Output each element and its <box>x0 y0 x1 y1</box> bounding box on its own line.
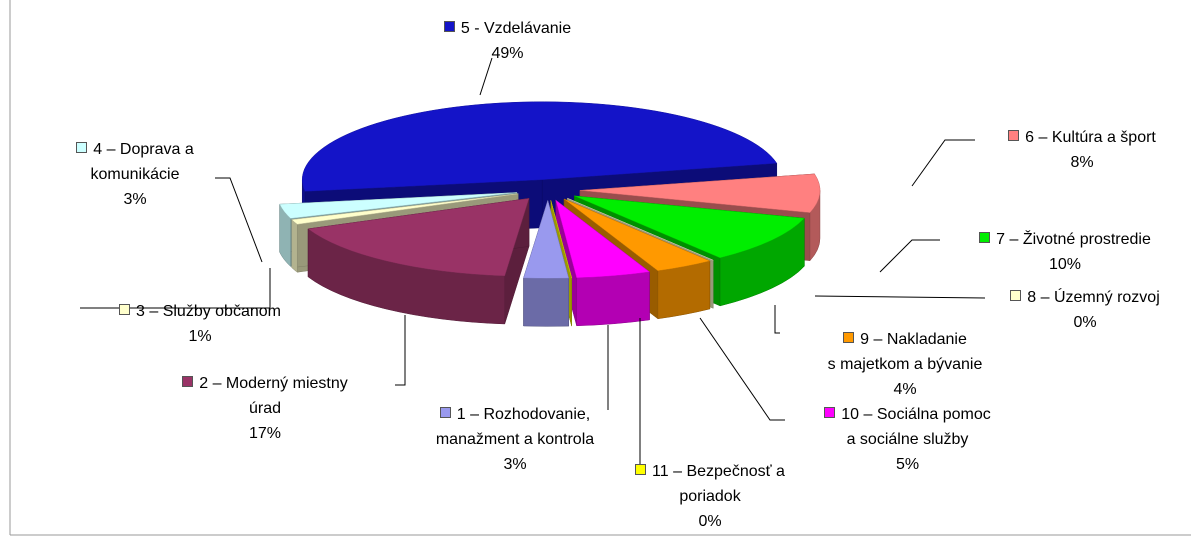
legend-swatch <box>635 464 647 475</box>
leader-line <box>699 317 785 421</box>
legend-swatch <box>439 407 451 418</box>
value-label: 3% <box>123 191 147 208</box>
category-label: 4 – Doprava a komunikácie <box>90 141 194 183</box>
slice-top <box>579 173 821 213</box>
value-label: 4% <box>893 381 917 398</box>
slice-top <box>307 198 530 277</box>
value-label: 8% <box>1070 154 1094 171</box>
category-label: 6 – Kultúra a šport <box>1025 129 1156 146</box>
slice-top <box>291 193 519 225</box>
data-label: 2 – Moderný miestny úrad 17% <box>140 371 390 446</box>
leader-line <box>879 239 940 273</box>
slice-top <box>301 101 778 192</box>
category-label: 9 – Nakladanie s majetkom a bývanie <box>827 331 983 373</box>
leader-line <box>814 295 986 299</box>
data-label: 4 – Doprava a komunikácie 3% <box>30 137 240 212</box>
leader-line <box>80 268 271 309</box>
slice-top <box>563 198 711 272</box>
slice <box>523 199 570 327</box>
data-label: 6 – Kultúra a šport 8% <box>976 125 1188 175</box>
legend-swatch <box>119 304 130 315</box>
leader-line <box>911 139 975 187</box>
leader-line <box>479 57 493 96</box>
leader-lines <box>80 57 986 475</box>
data-label: 3 – Služby občanom 1% <box>80 299 320 349</box>
data-label: 10 – Sociálna pomoc a sociálne služby 5% <box>785 402 1030 477</box>
data-label: 9 – Nakladanie s majetkom a bývanie 4% <box>780 327 1030 402</box>
value-label: 3% <box>503 456 527 473</box>
category-label: 10 – Sociálna pomoc a sociálne služby <box>841 406 991 448</box>
legend-swatch <box>76 142 88 153</box>
slice-top <box>523 199 570 279</box>
value-label: 0% <box>1073 314 1097 331</box>
category-label: 7 – Životné prostredie <box>996 231 1151 248</box>
category-label: 8 – Územný rozvoj <box>1027 289 1160 306</box>
category-label: 3 – Služby občanom <box>136 303 281 320</box>
category-label: 11 – Bezpečnosť a poriadok <box>652 463 785 505</box>
legend-swatch <box>979 232 991 243</box>
legend-swatch <box>843 332 855 343</box>
data-label: 5 - Vzdelávanie 49% <box>400 16 615 66</box>
slice-top <box>574 195 805 259</box>
value-label: 1% <box>188 328 212 345</box>
data-label: 8 – Územný rozvoj 0% <box>985 285 1185 335</box>
value-label: 49% <box>491 45 524 62</box>
legend-swatch <box>1008 130 1020 141</box>
legend-swatch <box>182 376 194 387</box>
value-label: 17% <box>248 425 282 442</box>
value-label: 5% <box>895 456 920 473</box>
legend-swatch <box>443 21 455 32</box>
leader-line <box>395 315 406 386</box>
data-label: 11 – Bezpečnosť a poriadok 0% <box>595 459 825 534</box>
slice-top <box>567 198 714 261</box>
data-label: 7 – Životné prostredie 10% <box>945 227 1185 277</box>
legend-swatch <box>1010 290 1022 301</box>
data-label: 1 – Rozhodovanie, manažment a kontrola 3% <box>400 402 630 477</box>
leader-line <box>215 177 263 263</box>
value-label: 0% <box>698 513 722 530</box>
category-label: 1 – Rozhodovanie, manažment a kontrola <box>435 406 595 448</box>
slice-wall <box>523 277 569 327</box>
slice-top <box>555 199 651 279</box>
slice-wall <box>291 219 298 273</box>
value-label: 10% <box>1048 256 1082 273</box>
category-label: 5 - Vzdelávanie <box>460 20 572 37</box>
slice <box>307 198 530 325</box>
leader-line <box>774 305 780 334</box>
legend-swatch <box>824 407 836 418</box>
slice-wall <box>576 271 650 327</box>
category-label: 2 – Moderný miestny úrad <box>199 375 348 417</box>
slice-top <box>279 192 517 219</box>
